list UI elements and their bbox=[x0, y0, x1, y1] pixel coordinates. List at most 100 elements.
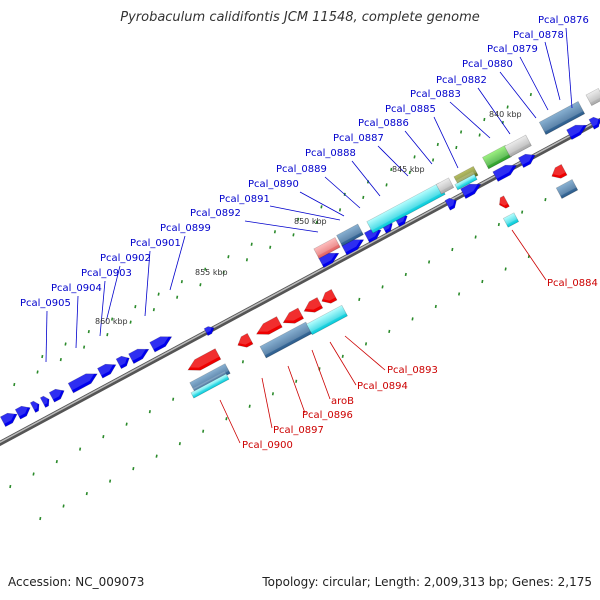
leader-line bbox=[499, 71, 537, 119]
leader-line bbox=[565, 27, 573, 109]
blue-grey-gene bbox=[335, 221, 364, 247]
tick-mark bbox=[157, 292, 160, 296]
leader-line bbox=[511, 229, 547, 281]
label-pcal-0878: Pcal_0878 bbox=[513, 30, 564, 41]
tick-mark bbox=[202, 429, 205, 433]
tick-mark bbox=[390, 167, 393, 172]
pink-gene bbox=[312, 234, 341, 259]
tick-mark bbox=[176, 295, 179, 299]
tick-mark bbox=[227, 255, 230, 259]
tick-mark bbox=[41, 354, 44, 359]
label-pcal-0905: Pcal_0905 bbox=[20, 298, 71, 309]
leader-line bbox=[287, 365, 306, 414]
reverse-gene bbox=[498, 193, 510, 209]
tick-mark bbox=[292, 233, 295, 237]
tick-mark bbox=[544, 197, 547, 202]
tick-mark bbox=[59, 357, 62, 362]
label-pcal-0879: Pcal_0879 bbox=[487, 44, 538, 55]
reverse-gene bbox=[281, 305, 305, 324]
tick-mark bbox=[13, 382, 16, 387]
tick-mark bbox=[506, 105, 509, 109]
tick-mark bbox=[458, 292, 461, 296]
leader-line bbox=[169, 235, 186, 291]
tick-mark bbox=[111, 317, 114, 321]
label-leader-lines bbox=[45, 27, 573, 444]
tick-mark bbox=[358, 297, 361, 302]
label-pcal-0880: Pcal_0880 bbox=[462, 59, 513, 70]
tick-mark bbox=[9, 484, 12, 489]
reverse-gene bbox=[550, 161, 568, 179]
tick-mark bbox=[478, 133, 481, 137]
reverse-gene bbox=[236, 330, 254, 348]
tick-mark bbox=[102, 435, 105, 439]
map-title: Pyrobaculum calidifontis JCM 11548, comp… bbox=[120, 10, 480, 25]
tick-mark bbox=[39, 516, 42, 521]
tick-mark bbox=[529, 92, 532, 97]
tick-mark bbox=[408, 170, 411, 175]
leader-line bbox=[45, 310, 48, 363]
tick-mark bbox=[273, 230, 277, 234]
leader-line bbox=[544, 41, 561, 101]
leader-line bbox=[329, 341, 357, 386]
label-pcal-0894: Pcal_0894 bbox=[357, 381, 408, 392]
leader-line bbox=[311, 349, 331, 400]
tick-mark bbox=[362, 195, 365, 200]
leader-line bbox=[99, 280, 106, 337]
label-pcal-0891: Pcal_0891 bbox=[219, 194, 270, 205]
tick-mark bbox=[388, 329, 391, 334]
small-forward-gene bbox=[202, 323, 215, 337]
tick-mark bbox=[172, 397, 175, 401]
label-pcal-0900: Pcal_0900 bbox=[242, 440, 293, 451]
label-pcal-0893: Pcal_0893 bbox=[387, 365, 438, 376]
grey-gene-2 bbox=[503, 132, 532, 158]
reverse-gene bbox=[186, 346, 222, 371]
tick-mark bbox=[222, 270, 225, 274]
tick-marks bbox=[9, 92, 547, 521]
label-pcal-0885: Pcal_0885 bbox=[385, 104, 436, 115]
leader-line bbox=[144, 250, 151, 317]
leader-line bbox=[269, 205, 341, 221]
tick-mark bbox=[295, 379, 298, 383]
reverse-blue-grey-gene bbox=[188, 361, 231, 393]
leader-line bbox=[261, 377, 273, 429]
tick-mark bbox=[204, 267, 207, 271]
tick-mark bbox=[62, 504, 65, 508]
tick-mark bbox=[250, 242, 253, 246]
tick-mark bbox=[269, 245, 272, 249]
label-pcal-0886: Pcal_0886 bbox=[358, 118, 409, 129]
reverse-cyan-gene-2 bbox=[305, 302, 348, 336]
tick-mark bbox=[381, 285, 384, 289]
tick-mark bbox=[271, 392, 275, 396]
label-pcal-0892: Pcal_0892 bbox=[190, 208, 241, 219]
reverse-cyan-gene-3 bbox=[501, 210, 520, 228]
leader-line bbox=[344, 335, 386, 371]
leader-line bbox=[377, 145, 409, 177]
leader-line bbox=[519, 56, 549, 111]
label-pcal-0890: Pcal_0890 bbox=[248, 179, 299, 190]
label-arob: aroB bbox=[331, 396, 354, 407]
tick-mark bbox=[55, 459, 58, 464]
forward-gene bbox=[565, 122, 588, 140]
tick-mark bbox=[180, 280, 183, 284]
leader-line bbox=[477, 87, 511, 135]
tick-mark bbox=[315, 220, 318, 224]
tick-mark bbox=[320, 205, 323, 209]
tick-mark bbox=[428, 260, 431, 264]
reverse-gene bbox=[320, 286, 338, 304]
tick-mark bbox=[125, 422, 128, 426]
tick-mark bbox=[36, 370, 39, 374]
forward-gene bbox=[587, 114, 600, 130]
tick-mark bbox=[411, 317, 414, 321]
tick-mark bbox=[497, 222, 500, 227]
cyan-small-gene bbox=[453, 171, 478, 191]
tick-mark bbox=[199, 283, 202, 287]
topology-summary: Topology: circular; Length: 2,009,313 bp… bbox=[262, 575, 592, 589]
tick-mark bbox=[148, 410, 151, 414]
tick-mark bbox=[521, 210, 524, 214]
forward-gene bbox=[47, 386, 65, 403]
label-pcal-0883: Pcal_0883 bbox=[410, 89, 461, 100]
tick-mark bbox=[155, 454, 158, 458]
label-pcal-0888: Pcal_0888 bbox=[305, 148, 356, 159]
tick-mark bbox=[178, 442, 181, 446]
